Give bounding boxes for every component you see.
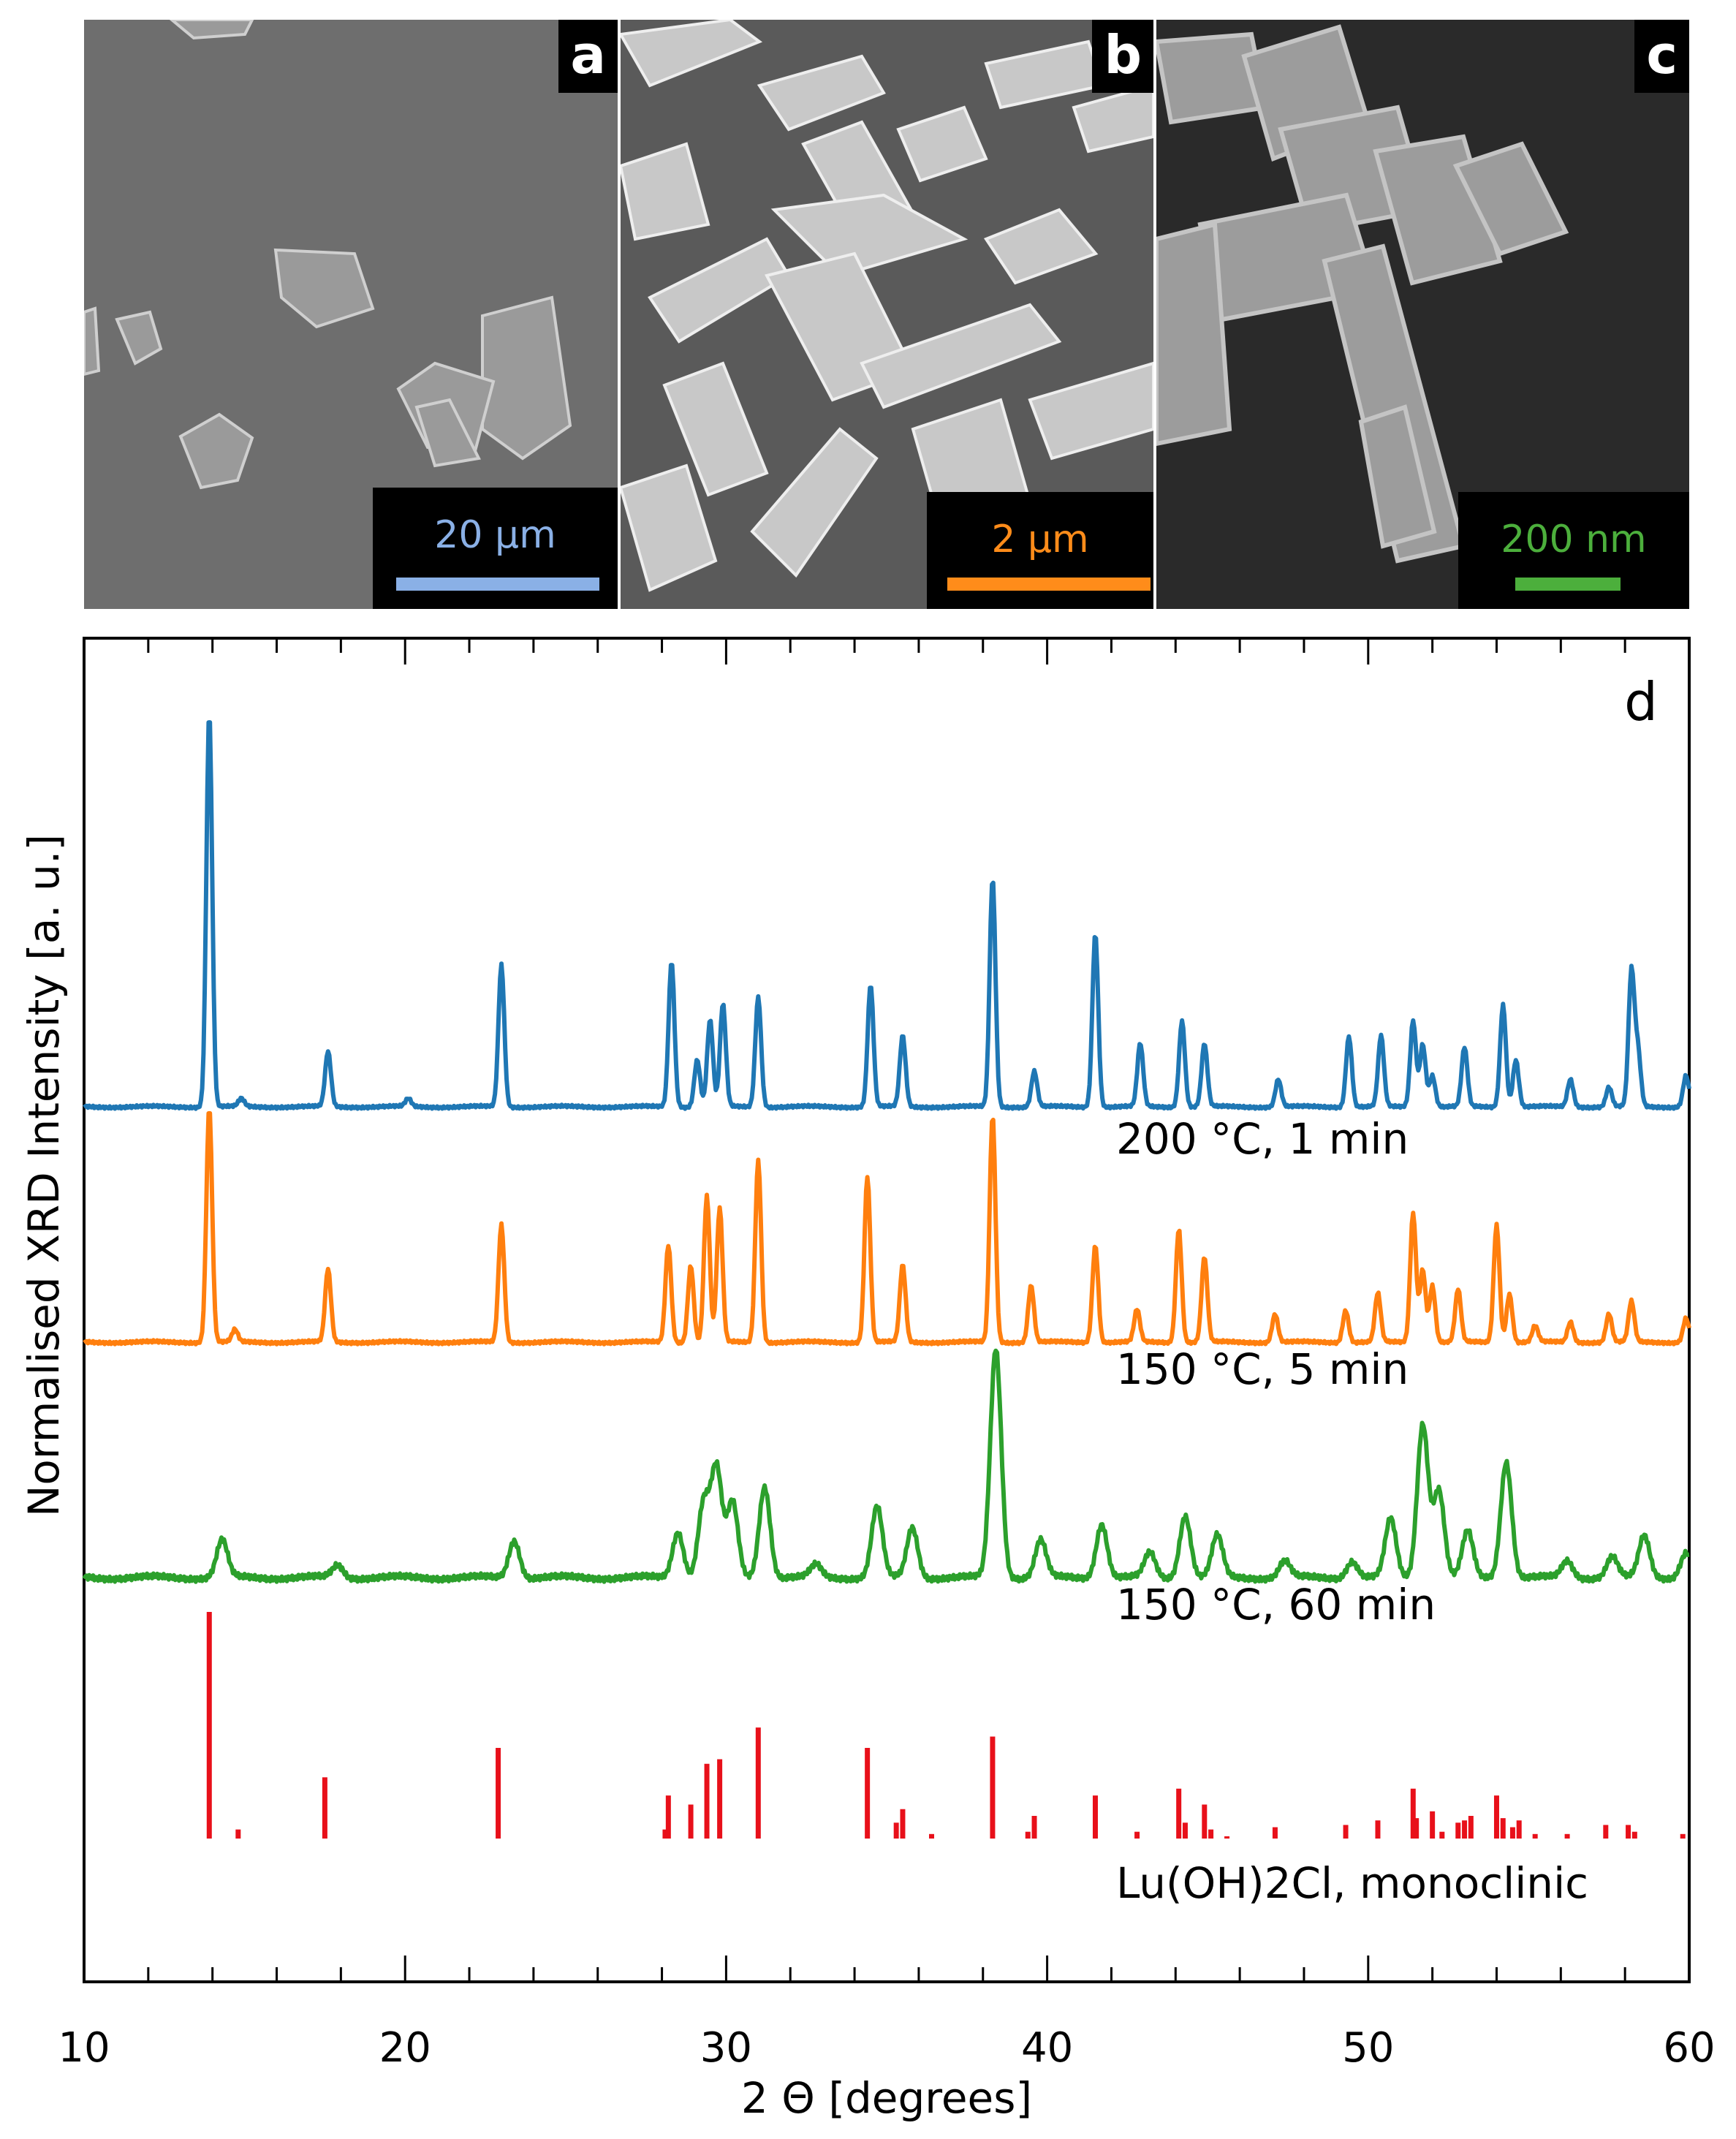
panel-letter-b: b bbox=[1092, 20, 1153, 93]
scale-bar-label-b: 2 µm bbox=[991, 518, 1089, 561]
sem-panel-b: b 2 µm bbox=[621, 20, 1153, 609]
panel-letter-d: d bbox=[1624, 671, 1658, 732]
scale-bar-box-a: 20 µm bbox=[373, 488, 618, 609]
sem-panel-c: c 200 nm bbox=[1156, 20, 1689, 609]
series-label: 200 °C, 1 min bbox=[1116, 1114, 1409, 1164]
plot-frame bbox=[83, 637, 1691, 1983]
x-tick-label: 10 bbox=[58, 2024, 110, 2072]
series-line bbox=[83, 1110, 1691, 1347]
y-axis-label: Normalised XRD Intensity [a. u.] bbox=[19, 834, 69, 1517]
panel-letter-a: a bbox=[558, 20, 618, 93]
scale-bar-b bbox=[947, 578, 1151, 591]
series-line bbox=[83, 720, 1691, 1111]
series-line bbox=[82, 1348, 1691, 1584]
series-group bbox=[82, 720, 1691, 1584]
series-label: 150 °C, 5 min bbox=[1116, 1344, 1409, 1394]
scale-bar-label-c: 200 nm bbox=[1501, 518, 1647, 561]
scale-bar-label-a: 20 µm bbox=[434, 513, 556, 557]
x-tick-label: 30 bbox=[700, 2024, 752, 2072]
scale-bar-box-c: 200 nm bbox=[1458, 492, 1689, 609]
x-tick-label: 20 bbox=[379, 2024, 431, 2072]
sem-panel-a: a 20 µm bbox=[84, 20, 618, 609]
panel-letter-c: c bbox=[1634, 20, 1689, 93]
x-tick-label: 50 bbox=[1342, 2024, 1394, 2072]
series-labels: 200 °C, 1 min 150 °C, 5 min 150 °C, 60 min… bbox=[1116, 1114, 1588, 1908]
reference-sticks bbox=[206, 1612, 1686, 1839]
series-label: 150 °C, 60 min bbox=[1116, 1580, 1436, 1629]
x-tick-label: 40 bbox=[1021, 2024, 1073, 2072]
scale-bar-c bbox=[1515, 578, 1621, 591]
scale-bar-a bbox=[396, 578, 599, 591]
x-tick-label: 60 bbox=[1663, 2024, 1715, 2072]
x-axis-label: 2 Θ [degrees] bbox=[741, 2073, 1032, 2123]
sem-image-c bbox=[1156, 20, 1689, 609]
scale-bar-box-b: 2 µm bbox=[927, 492, 1153, 609]
series-label: Lu(OH)2Cl, monoclinic bbox=[1116, 1858, 1588, 1908]
x-ticks: 10 20 30 40 50 60 bbox=[58, 638, 1716, 2072]
